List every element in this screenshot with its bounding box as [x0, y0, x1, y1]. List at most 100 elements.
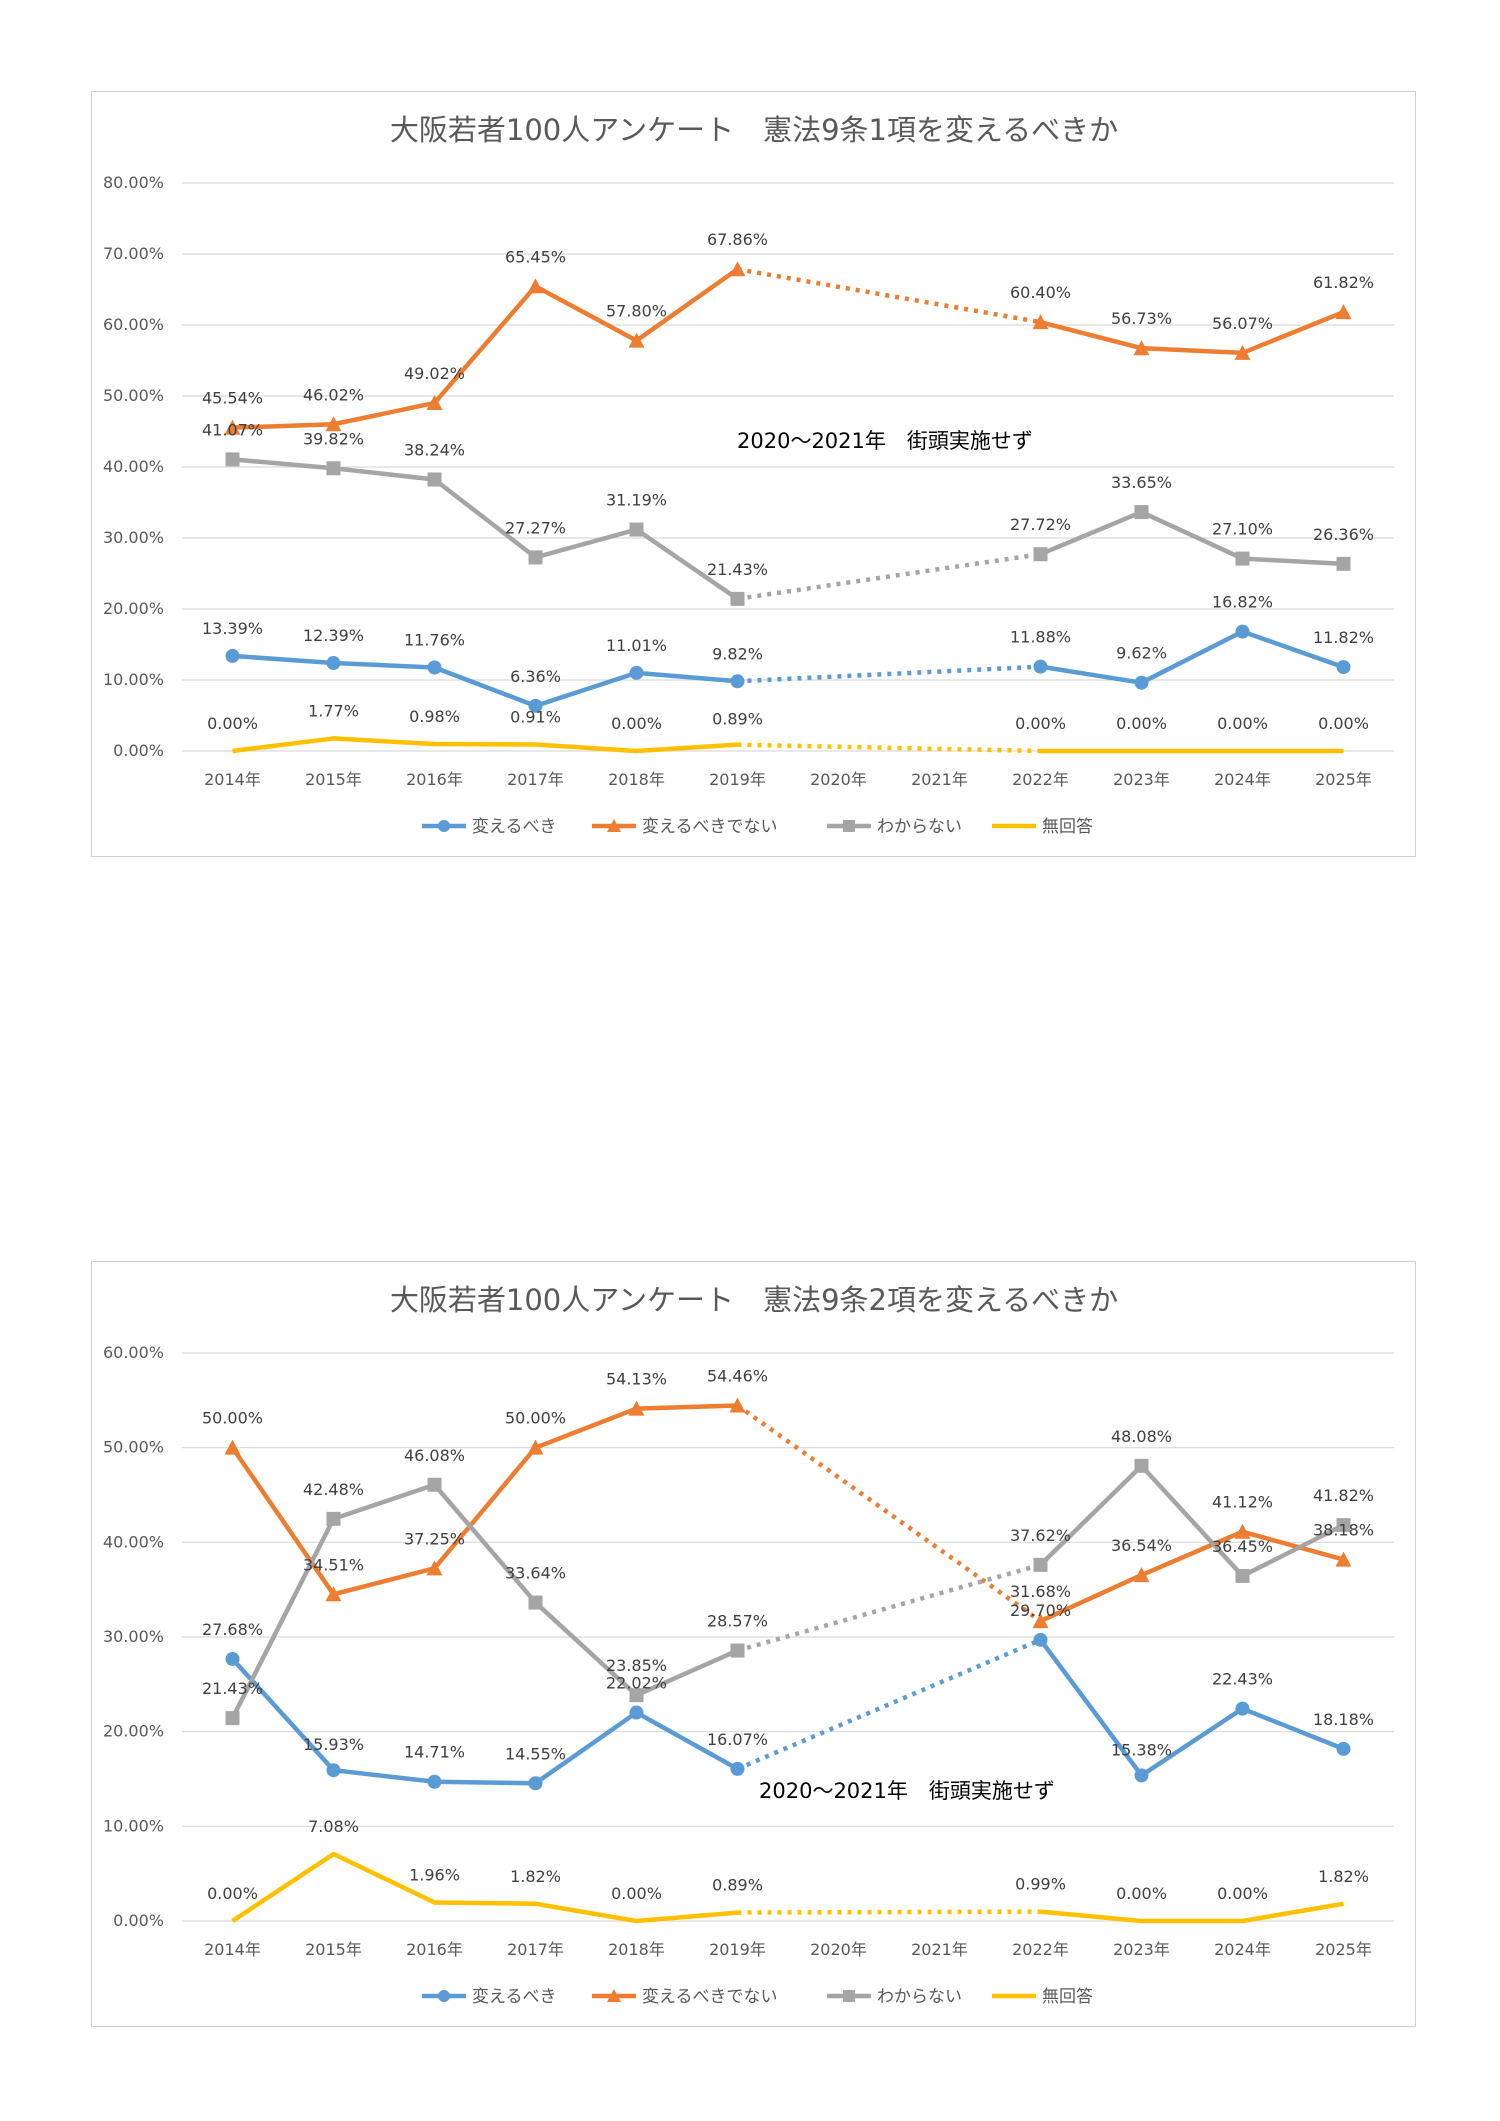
legend-entry-label: わからない [877, 1987, 962, 2007]
data-label: 1.82% [1318, 1867, 1369, 1886]
x-tick-label: 2019年 [709, 770, 766, 789]
data-label: 42.48% [303, 1480, 364, 1499]
x-tick-label: 2018年 [608, 1940, 665, 1959]
series-line [1039, 1529, 1345, 1624]
data-label: 67.86% [707, 230, 768, 249]
data-point-triangle [224, 1439, 241, 1455]
data-point-circle [1235, 1701, 1250, 1716]
series-gap-dotted-line [737, 1909, 1041, 1915]
legend-entry-label: 変えるべき [472, 817, 557, 837]
data-point-triangle [729, 261, 746, 277]
x-tick-label: 2014年 [204, 1940, 261, 1959]
series-gap-dotted-line [737, 664, 1041, 684]
data-label: 57.80% [606, 302, 667, 321]
series-line [1039, 509, 1344, 567]
series-line [231, 1851, 738, 1924]
data-point-triangle [1335, 1551, 1352, 1567]
data-label: 56.73% [1111, 309, 1172, 328]
data-label: 9.62% [1116, 644, 1167, 663]
series-gap-dotted-line [736, 1562, 1042, 1653]
series-gap-dotted-line [737, 742, 1041, 754]
series-line [232, 736, 738, 754]
data-label: 22.43% [1212, 1670, 1273, 1689]
y-tick-label: 10.00% [103, 1816, 164, 1835]
data-label: 14.55% [505, 1744, 566, 1763]
x-tick-label: 2024年 [1214, 1940, 1271, 1959]
y-tick-label: 0.00% [113, 1911, 164, 1930]
data-label: 0.91% [510, 708, 561, 727]
data-label: 11.82% [1313, 628, 1374, 647]
x-tick-label: 2025年 [1315, 1940, 1372, 1959]
annotation-note: 2020～2021年 街頭実施せず [737, 429, 1033, 453]
data-label: 48.08% [1111, 1427, 1172, 1446]
data-label: 28.57% [707, 1612, 768, 1631]
data-point-square [326, 461, 341, 476]
data-point-square [225, 1711, 240, 1726]
data-point-square [1134, 1458, 1149, 1473]
data-label: 1.77% [308, 701, 359, 720]
data-point-circle [1336, 660, 1351, 675]
data-point-square [730, 591, 745, 606]
data-label: 46.02% [303, 385, 364, 404]
legend-entry-label: 無回答 [1042, 817, 1093, 837]
data-label: 49.02% [404, 364, 465, 383]
data-label: 0.98% [409, 707, 460, 726]
data-label: 31.19% [606, 491, 667, 510]
data-point-circle [225, 1651, 240, 1666]
x-tick-label: 2014年 [204, 770, 261, 789]
data-label: 33.64% [505, 1564, 566, 1583]
data-point-triangle [224, 419, 241, 435]
data-label: 1.82% [510, 1867, 561, 1886]
data-label: 9.82% [712, 644, 763, 663]
data-point-circle [1134, 675, 1149, 690]
data-point-square [629, 1688, 644, 1703]
chart-panel-article9-paragraph1: 大阪若者100人アンケート 憲法9条1項を変えるべきか 0.00% 10.00% 20… [91, 91, 1416, 857]
series-line [232, 653, 738, 709]
data-label: 36.54% [1111, 1536, 1172, 1555]
data-label: 50.00% [202, 1409, 263, 1428]
data-point-circle [326, 1763, 341, 1778]
data-point-square [1235, 551, 1250, 566]
data-point-triangle [1335, 304, 1352, 320]
data-point-circle [225, 648, 240, 663]
data-label: 0.00% [207, 714, 258, 733]
data-point-circle [1134, 1768, 1149, 1783]
legend-entry-label: 変えるべきでない [642, 817, 778, 837]
data-label: 37.62% [1010, 1526, 1071, 1545]
data-label: 11.01% [606, 636, 667, 655]
data-label: 60.40% [1010, 283, 1071, 302]
line-chart-article9-paragraph2: 大阪若者100人アンケート 憲法9条2項を変えるべきか 0.00% 10.00% 20… [103, 1283, 1394, 2007]
data-label: 65.45% [505, 247, 566, 266]
series-line [1038, 1463, 1345, 1579]
data-point-square [528, 1595, 543, 1610]
legend-marker-square [843, 1990, 855, 2002]
data-point-circle [730, 1761, 745, 1776]
data-label: 54.13% [606, 1370, 667, 1389]
series-line [230, 1657, 739, 1786]
data-label: 0.00% [611, 1884, 662, 1903]
data-label: 27.10% [1212, 520, 1273, 539]
data-point-square [528, 550, 543, 565]
data-label: 36.45% [1212, 1537, 1273, 1556]
x-tick-label: 2020年 [810, 770, 867, 789]
x-tick-label: 2016年 [406, 1940, 463, 1959]
data-point-triangle [1032, 1613, 1049, 1629]
data-label: 0.00% [1217, 714, 1268, 733]
x-tick-label: 2022年 [1012, 770, 1069, 789]
data-point-circle [427, 660, 442, 675]
data-label: 45.54% [202, 389, 263, 408]
legend-marker-triangle [607, 819, 621, 832]
data-point-triangle [527, 278, 544, 294]
x-tick-label: 2017年 [507, 770, 564, 789]
legend-marker-circle [438, 820, 450, 832]
y-tick-label: 50.00% [103, 1438, 164, 1457]
data-label: 11.76% [404, 631, 465, 650]
data-label: 29.70% [1010, 1601, 1071, 1620]
data-point-circle [326, 656, 341, 671]
y-tick-label: 30.00% [103, 1627, 164, 1646]
data-point-square [225, 452, 240, 467]
data-point-square [1134, 505, 1149, 520]
data-point-circle [1033, 659, 1048, 674]
x-tick-label: 2020年 [810, 1940, 867, 1959]
x-tick-label: 2021年 [911, 1940, 968, 1959]
